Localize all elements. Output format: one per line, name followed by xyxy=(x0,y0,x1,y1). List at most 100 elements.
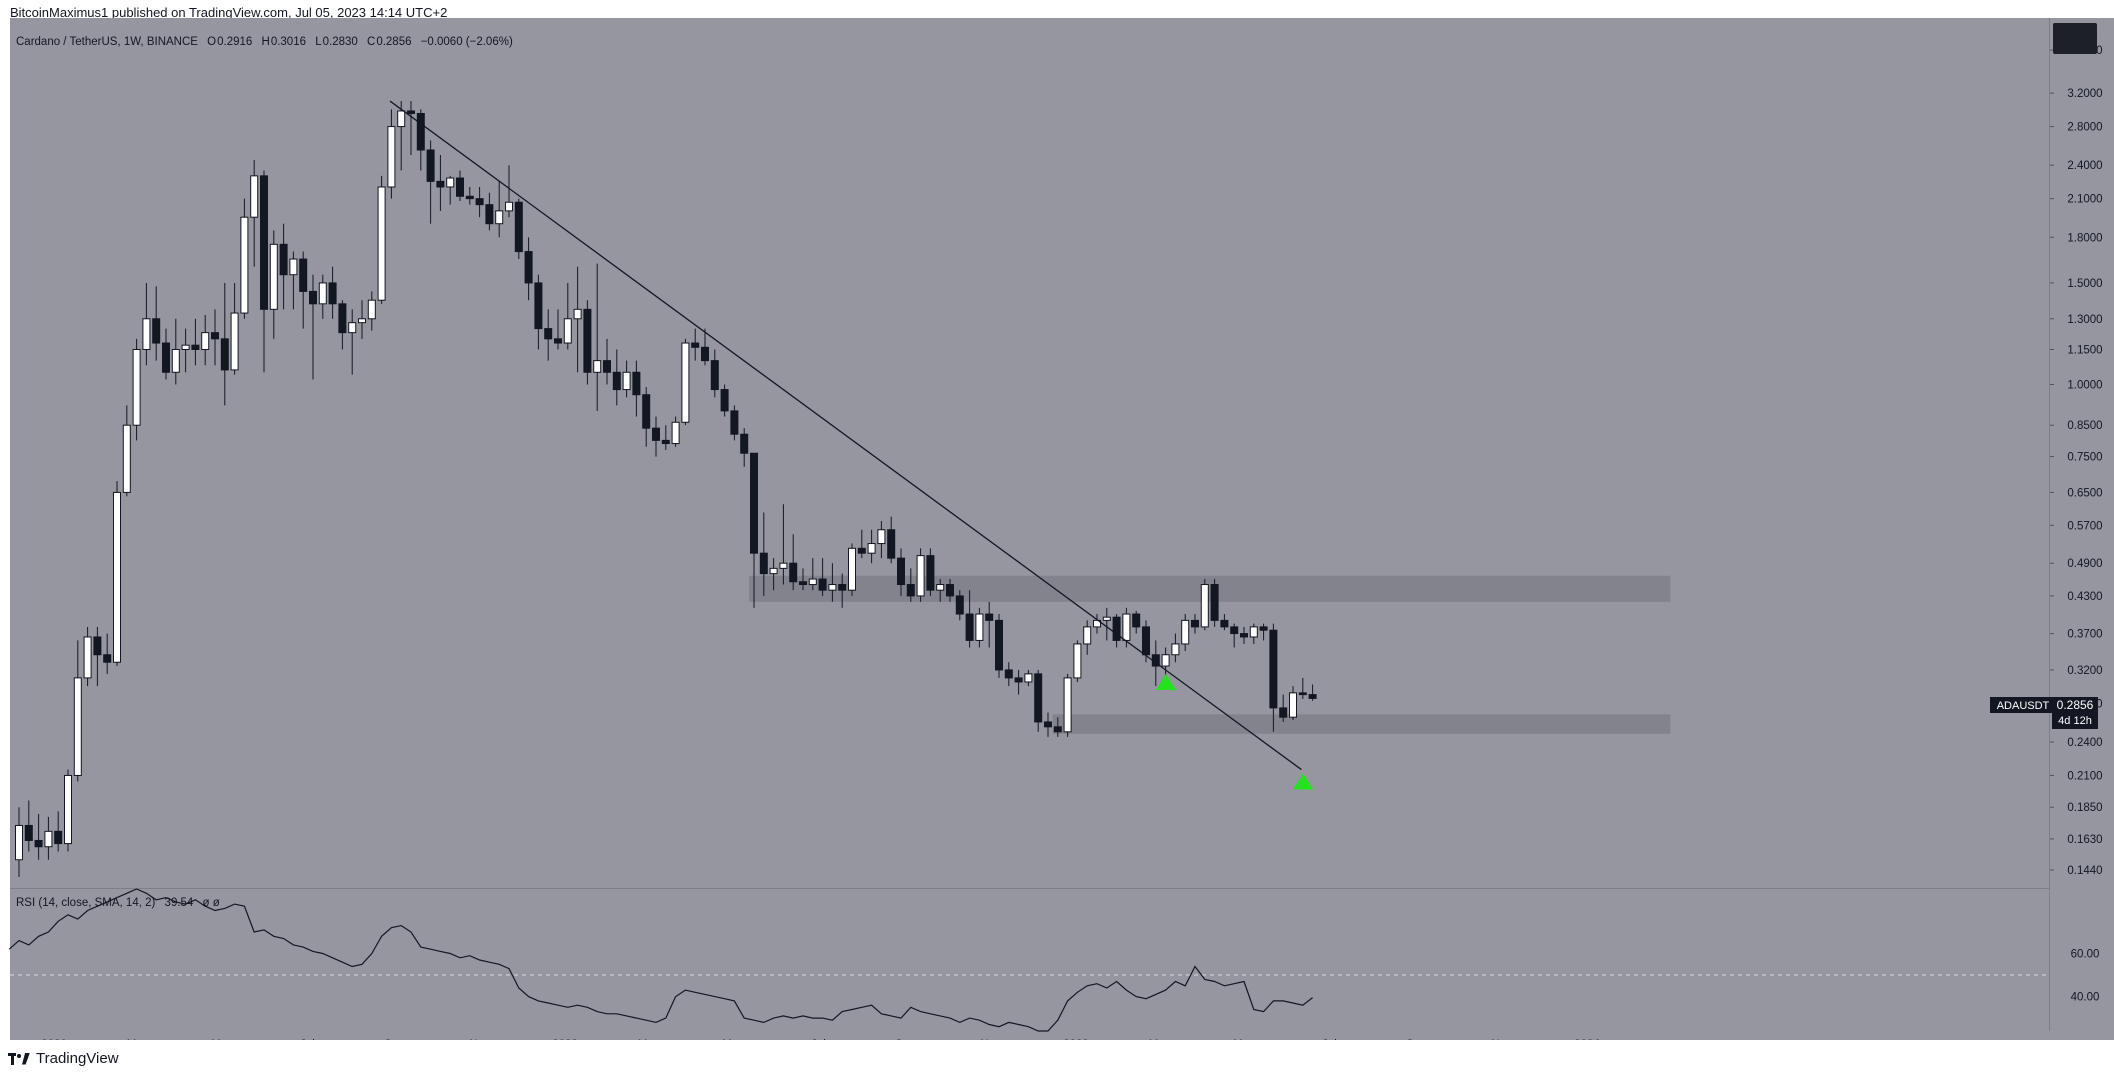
x-tick-label: May xyxy=(211,1039,233,1040)
candle xyxy=(318,274,327,319)
tradingview-logo[interactable]: TradingView xyxy=(8,1050,119,1067)
candle xyxy=(260,170,268,373)
candle xyxy=(1308,684,1317,701)
candle xyxy=(152,286,161,361)
time-scale[interactable] xyxy=(10,1031,2114,1040)
y-tick-label: 1.8000 xyxy=(2067,232,2102,244)
y-tick-label: 3.2000 xyxy=(2067,88,2102,100)
candle xyxy=(171,318,180,385)
candle xyxy=(1298,677,1307,699)
candle xyxy=(1053,717,1062,737)
candle xyxy=(1279,694,1288,722)
zone-2 xyxy=(1052,714,1671,734)
y-tick-label: 1.0000 xyxy=(2067,380,2102,392)
candle xyxy=(1161,647,1170,678)
candle xyxy=(514,198,523,260)
y-tick-label: 0.2100 xyxy=(2067,770,2102,782)
symbol-info: Cardano / TetherUS, 1W, BINANCE O0.2916 … xyxy=(16,36,513,48)
candle xyxy=(240,198,249,319)
candle xyxy=(191,318,200,366)
candle xyxy=(211,309,219,366)
candle xyxy=(1083,620,1092,655)
candle xyxy=(750,452,758,608)
price-tag-symbol: ADAUSDT xyxy=(1997,700,2050,712)
trendline xyxy=(389,100,1302,771)
candle xyxy=(857,529,866,559)
price-tag-countdown: 4d 12h xyxy=(2058,715,2092,727)
candle xyxy=(563,282,572,350)
x-tick-label: Mar xyxy=(1149,1039,1169,1040)
x-tick-label: Jul xyxy=(300,1039,315,1040)
candle xyxy=(897,548,905,596)
x-tick-label: Mar xyxy=(638,1039,658,1040)
candle xyxy=(93,626,102,687)
candle xyxy=(691,328,700,361)
y-axis: 3.80003.20002.80002.40002.10001.80001.50… xyxy=(2050,45,2103,877)
candle xyxy=(113,481,121,667)
y-tick-label: 1.1500 xyxy=(2067,344,2102,356)
y-tick-label: 2.1000 xyxy=(2067,194,2102,206)
candle xyxy=(534,274,543,350)
scale-settings-button[interactable] xyxy=(2053,23,2097,54)
candle xyxy=(1210,579,1219,627)
candle xyxy=(995,614,1003,678)
candle xyxy=(1259,623,1268,641)
candle xyxy=(1240,626,1248,644)
zone-1 xyxy=(749,575,1671,602)
candle xyxy=(54,811,63,852)
candle xyxy=(916,548,925,602)
y-tick-label: 1.3000 xyxy=(2067,314,2102,326)
candle xyxy=(632,360,641,417)
y-tick-label: 0.1440 xyxy=(2067,865,2102,877)
x-tick-label: Sep xyxy=(384,1039,404,1040)
candle xyxy=(965,590,974,648)
tradingview-brand: TradingView xyxy=(36,1050,119,1067)
candle xyxy=(1112,614,1121,648)
candle xyxy=(1200,579,1209,631)
candle xyxy=(426,140,435,224)
candle xyxy=(269,230,278,339)
candle xyxy=(485,192,494,231)
candle xyxy=(554,309,562,350)
candle xyxy=(1044,712,1052,737)
candle xyxy=(73,640,82,782)
x-tick-label: Nov xyxy=(1491,1039,1512,1040)
candle xyxy=(1034,669,1043,732)
rsi-tick-label: 40.00 xyxy=(2071,992,2100,1004)
candle xyxy=(603,338,611,385)
candle xyxy=(122,405,131,497)
y-tick-label: 0.5700 xyxy=(2067,520,2102,532)
chart-area[interactable]: 3.80003.20002.80002.40002.10001.80001.50… xyxy=(0,18,2114,1040)
x-tick-label: May xyxy=(722,1039,744,1040)
price-scale[interactable] xyxy=(2050,18,2114,1031)
x-tick-label: 2022 xyxy=(552,1039,578,1040)
x-tick-label: Jul xyxy=(811,1039,826,1040)
x-tick-label: 2023 xyxy=(1063,1039,1089,1040)
candle xyxy=(730,405,739,441)
candle xyxy=(681,338,690,426)
trendline-descending[interactable] xyxy=(389,100,1302,771)
candle xyxy=(446,175,455,205)
candle xyxy=(583,300,592,385)
candle xyxy=(720,384,729,417)
candle xyxy=(348,309,357,375)
candle xyxy=(701,328,709,366)
x-tick-label: Sep xyxy=(1406,1039,1426,1040)
candle xyxy=(975,607,984,648)
candle xyxy=(328,266,337,319)
candle xyxy=(818,558,827,596)
candle xyxy=(828,563,837,602)
main-pane-bg xyxy=(10,18,2050,888)
candle xyxy=(759,512,768,596)
candle xyxy=(926,548,935,596)
candle xyxy=(1191,614,1199,634)
candle xyxy=(661,425,670,450)
candle xyxy=(1132,610,1141,634)
x-tick-label: Nov xyxy=(980,1039,1001,1040)
candle xyxy=(1073,640,1082,682)
candle xyxy=(142,282,151,366)
candle xyxy=(299,251,308,329)
x-tick-label: May xyxy=(1233,1039,1255,1040)
candle xyxy=(671,416,680,447)
candle xyxy=(1289,686,1297,721)
